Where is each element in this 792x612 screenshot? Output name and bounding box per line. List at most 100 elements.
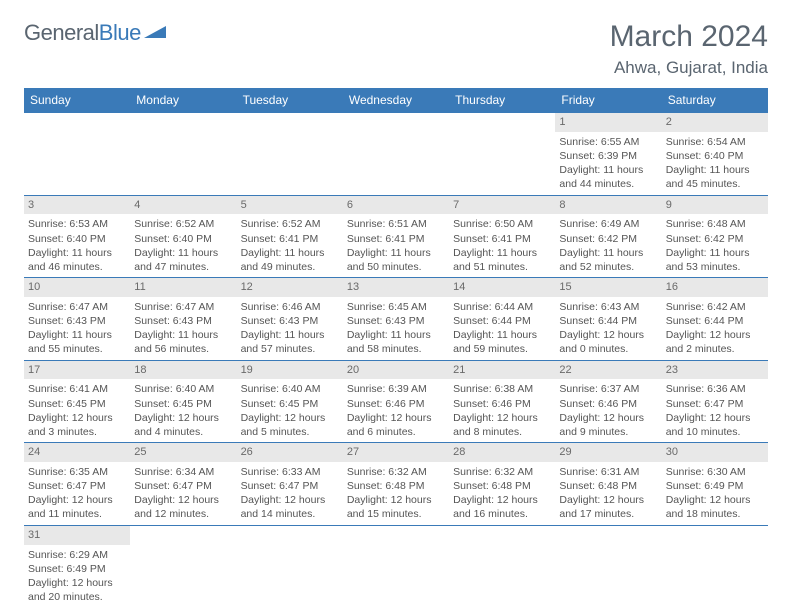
- weekday-header-sunday: Sunday: [24, 88, 130, 113]
- day-sunrise: Sunrise: 6:50 AM: [453, 217, 551, 231]
- calendar-cell-day-26: 26Sunrise: 6:33 AMSunset: 6:47 PMDayligh…: [237, 443, 343, 526]
- day-daylight1: Daylight: 11 hours: [666, 163, 764, 177]
- day-number: 4: [130, 196, 236, 215]
- day-sunset: Sunset: 6:47 PM: [134, 479, 232, 493]
- day-daylight2: and 16 minutes.: [453, 507, 551, 521]
- day-daylight2: and 0 minutes.: [559, 342, 657, 356]
- day-daylight1: Daylight: 12 hours: [241, 493, 339, 507]
- calendar-cell-day-12: 12Sunrise: 6:46 AMSunset: 6:43 PMDayligh…: [237, 278, 343, 361]
- day-daylight1: Daylight: 11 hours: [241, 328, 339, 342]
- day-number: 27: [343, 443, 449, 462]
- day-number: 8: [555, 196, 661, 215]
- day-sunset: Sunset: 6:41 PM: [347, 232, 445, 246]
- day-daylight2: and 51 minutes.: [453, 260, 551, 274]
- day-daylight1: Daylight: 11 hours: [134, 328, 232, 342]
- day-daylight2: and 49 minutes.: [241, 260, 339, 274]
- day-daylight1: Daylight: 11 hours: [28, 246, 126, 260]
- weekday-header-tuesday: Tuesday: [237, 88, 343, 113]
- calendar-cell-empty: [237, 526, 343, 608]
- day-daylight1: Daylight: 11 hours: [559, 246, 657, 260]
- day-daylight1: Daylight: 12 hours: [347, 493, 445, 507]
- calendar-cell-empty: [343, 526, 449, 608]
- weekday-header-wednesday: Wednesday: [343, 88, 449, 113]
- month-title: March 2024: [610, 20, 768, 54]
- day-sunset: Sunset: 6:48 PM: [453, 479, 551, 493]
- calendar-cell-day-7: 7 Sunrise: 6:50 AMSunset: 6:41 PMDaylight…: [449, 196, 555, 279]
- calendar-cell-empty: [130, 113, 236, 196]
- day-daylight1: Daylight: 12 hours: [28, 493, 126, 507]
- day-sunset: Sunset: 6:41 PM: [453, 232, 551, 246]
- day-sunset: Sunset: 6:45 PM: [28, 397, 126, 411]
- day-sunset: Sunset: 6:44 PM: [559, 314, 657, 328]
- day-daylight1: Daylight: 11 hours: [453, 246, 551, 260]
- day-sunset: Sunset: 6:43 PM: [28, 314, 126, 328]
- day-daylight1: Daylight: 11 hours: [453, 328, 551, 342]
- day-daylight1: Daylight: 12 hours: [347, 411, 445, 425]
- calendar-cell-day-10: 10Sunrise: 6:47 AMSunset: 6:43 PMDayligh…: [24, 278, 130, 361]
- day-daylight1: Daylight: 12 hours: [666, 493, 764, 507]
- day-sunrise: Sunrise: 6:51 AM: [347, 217, 445, 231]
- day-daylight2: and 10 minutes.: [666, 425, 764, 439]
- calendar-cell-day-8: 8Sunrise: 6:49 AMSunset: 6:42 PMDaylight…: [555, 196, 661, 279]
- day-daylight1: Daylight: 11 hours: [347, 328, 445, 342]
- logo: GeneralBlue: [24, 20, 170, 46]
- day-sunrise: Sunrise: 6:32 AM: [347, 465, 445, 479]
- day-sunrise: Sunrise: 6:47 AM: [28, 300, 126, 314]
- calendar-cell-empty: [130, 526, 236, 608]
- day-daylight1: Daylight: 12 hours: [559, 411, 657, 425]
- calendar-cell-day-28: 28Sunrise: 6:32 AMSunset: 6:48 PMDayligh…: [449, 443, 555, 526]
- day-number: 9: [662, 196, 768, 215]
- calendar-cell-day-19: 19Sunrise: 6:40 AMSunset: 6:45 PMDayligh…: [237, 361, 343, 444]
- day-sunset: Sunset: 6:39 PM: [559, 149, 657, 163]
- day-daylight2: and 18 minutes.: [666, 507, 764, 521]
- day-daylight1: Daylight: 11 hours: [666, 246, 764, 260]
- calendar-cell-empty: [449, 526, 555, 608]
- calendar-cell-day-17: 17 Sunrise: 6:41 AMSunset: 6:45 PMDayligh…: [24, 361, 130, 444]
- day-number: 23: [662, 361, 768, 380]
- day-sunset: Sunset: 6:48 PM: [559, 479, 657, 493]
- day-daylight2: and 46 minutes.: [28, 260, 126, 274]
- day-sunrise: Sunrise: 6:41 AM: [28, 382, 126, 396]
- day-number: 26: [237, 443, 343, 462]
- day-sunrise: Sunrise: 6:52 AM: [241, 217, 339, 231]
- day-sunrise: Sunrise: 6:31 AM: [559, 465, 657, 479]
- day-number: 10: [24, 278, 130, 297]
- calendar-cell-day-24: 24Sunrise: 6:35 AMSunset: 6:47 PMDayligh…: [24, 443, 130, 526]
- calendar-cell-day-3: 3Sunrise: 6:53 AMSunset: 6:40 PMDaylight…: [24, 196, 130, 279]
- calendar-body: 1Sunrise: 6:55 AMSunset: 6:39 PMDaylight…: [24, 113, 768, 607]
- calendar-cell-day-4: 4Sunrise: 6:52 AMSunset: 6:40 PMDaylight…: [130, 196, 236, 279]
- day-number: 21: [449, 361, 555, 380]
- day-sunrise: Sunrise: 6:40 AM: [241, 382, 339, 396]
- day-daylight2: and 47 minutes.: [134, 260, 232, 274]
- day-daylight1: Daylight: 12 hours: [28, 576, 126, 590]
- day-number: 30: [662, 443, 768, 462]
- day-number: 11: [130, 278, 236, 297]
- day-sunrise: Sunrise: 6:29 AM: [28, 548, 126, 562]
- day-number: 7: [449, 196, 555, 215]
- day-sunset: Sunset: 6:49 PM: [28, 562, 126, 576]
- calendar-cell-empty: [343, 113, 449, 196]
- weekday-header-friday: Friday: [555, 88, 661, 113]
- day-daylight2: and 6 minutes.: [347, 425, 445, 439]
- day-sunset: Sunset: 6:46 PM: [347, 397, 445, 411]
- day-daylight1: Daylight: 12 hours: [241, 411, 339, 425]
- day-sunrise: Sunrise: 6:55 AM: [559, 135, 657, 149]
- calendar-cell-day-13: 13Sunrise: 6:45 AMSunset: 6:43 PMDayligh…: [343, 278, 449, 361]
- day-sunrise: Sunrise: 6:47 AM: [134, 300, 232, 314]
- day-daylight2: and 53 minutes.: [666, 260, 764, 274]
- day-sunrise: Sunrise: 6:35 AM: [28, 465, 126, 479]
- location-label: Ahwa, Gujarat, India: [610, 58, 768, 78]
- day-sunset: Sunset: 6:43 PM: [134, 314, 232, 328]
- day-sunrise: Sunrise: 6:38 AM: [453, 382, 551, 396]
- day-daylight1: Daylight: 12 hours: [666, 328, 764, 342]
- day-sunset: Sunset: 6:44 PM: [666, 314, 764, 328]
- day-number: 17: [24, 361, 130, 380]
- day-daylight2: and 59 minutes.: [453, 342, 551, 356]
- day-sunrise: Sunrise: 6:37 AM: [559, 382, 657, 396]
- calendar: SundayMondayTuesdayWednesdayThursdayFrid…: [24, 88, 768, 607]
- day-daylight1: Daylight: 12 hours: [28, 411, 126, 425]
- day-daylight1: Daylight: 12 hours: [134, 411, 232, 425]
- day-number: 24: [24, 443, 130, 462]
- day-daylight2: and 45 minutes.: [666, 177, 764, 191]
- day-daylight2: and 58 minutes.: [347, 342, 445, 356]
